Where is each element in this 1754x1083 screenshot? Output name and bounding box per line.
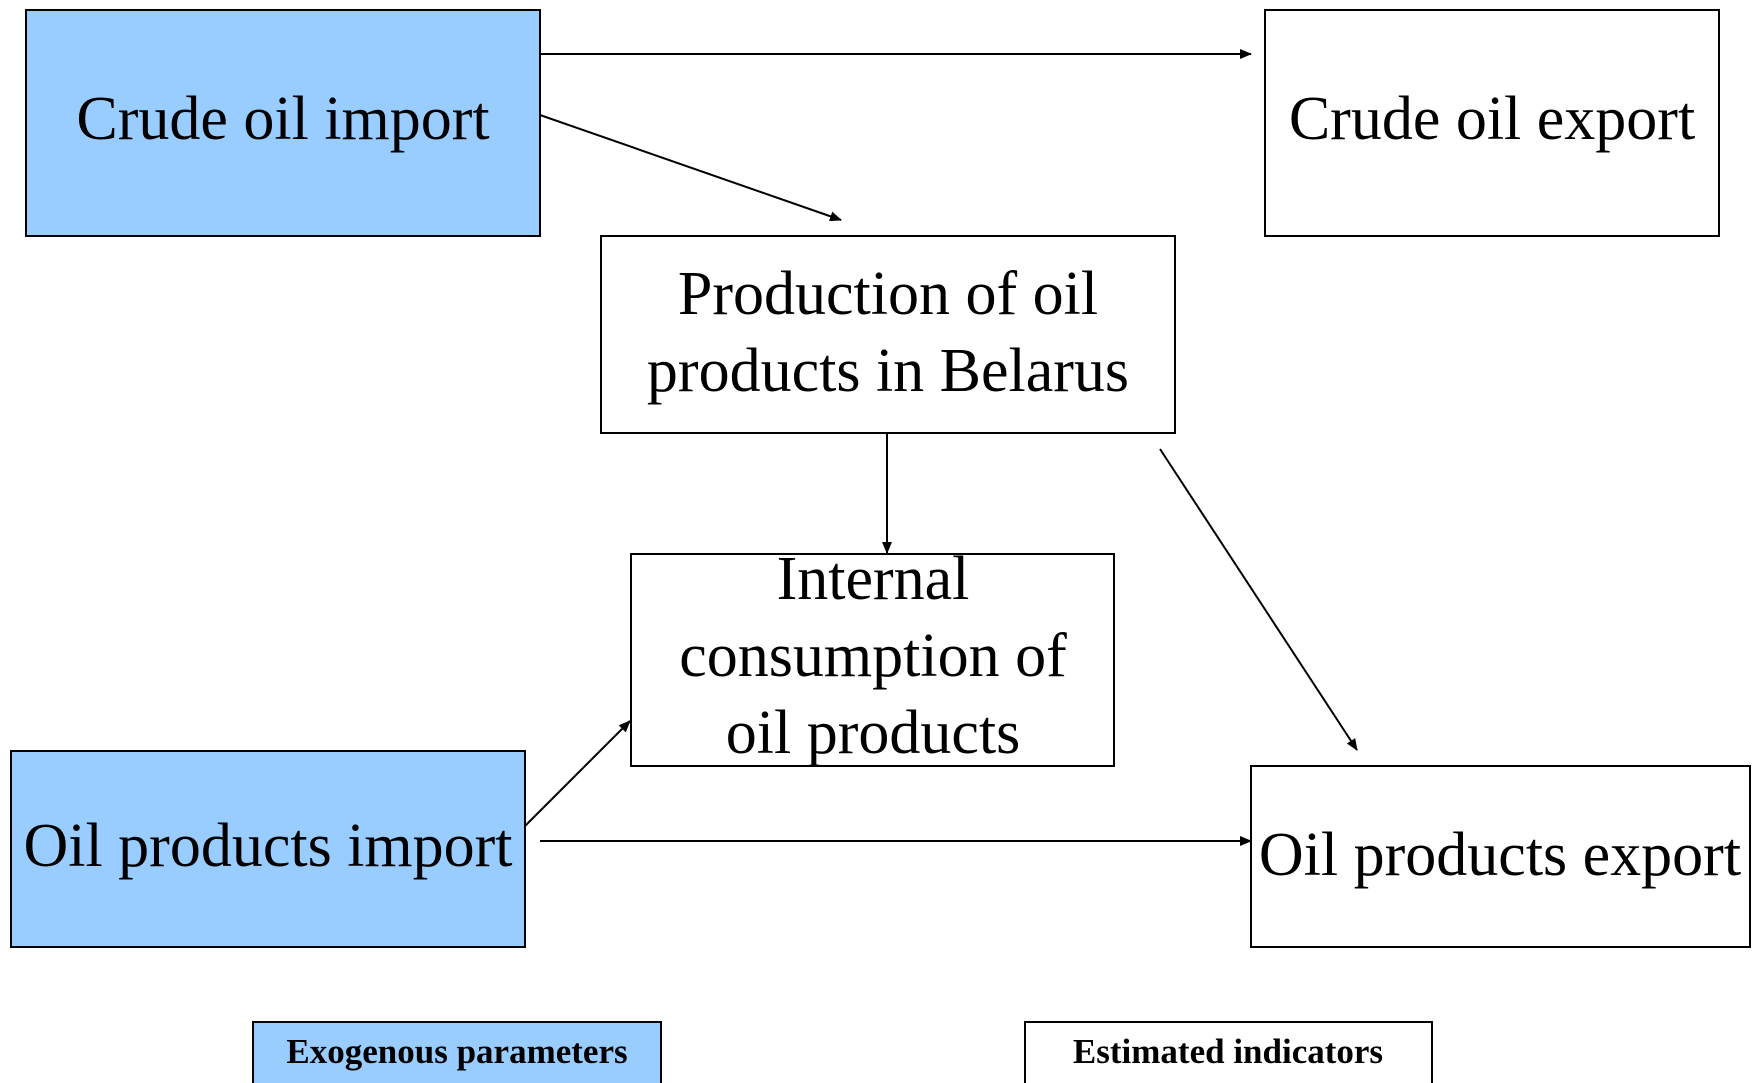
node-box [10,750,526,948]
arrow [1159,448,1358,751]
node-box [25,9,541,237]
node-label: oil products [726,699,1020,767]
node-box [630,553,1115,767]
node-label: Crude oil export [1289,85,1695,153]
node-label: Internal [777,545,970,613]
node-label: consumption of [679,622,1067,690]
legend-box [1024,1021,1433,1083]
legend-label: Exogenous parameters [286,1032,627,1071]
node-label: Oil products export [1259,821,1741,889]
node-box [1264,9,1720,237]
legend-label: Estimated indicators [1073,1032,1383,1071]
node-label: products in Belarus [647,337,1129,405]
node-label: Oil products import [23,812,512,880]
node-box [1250,765,1751,948]
node-label: Production of oil [678,260,1098,328]
legend-box [252,1021,662,1083]
arrow [524,720,631,827]
node-box [600,235,1176,434]
arrow [539,114,842,222]
node-label: Crude oil import [76,85,489,153]
